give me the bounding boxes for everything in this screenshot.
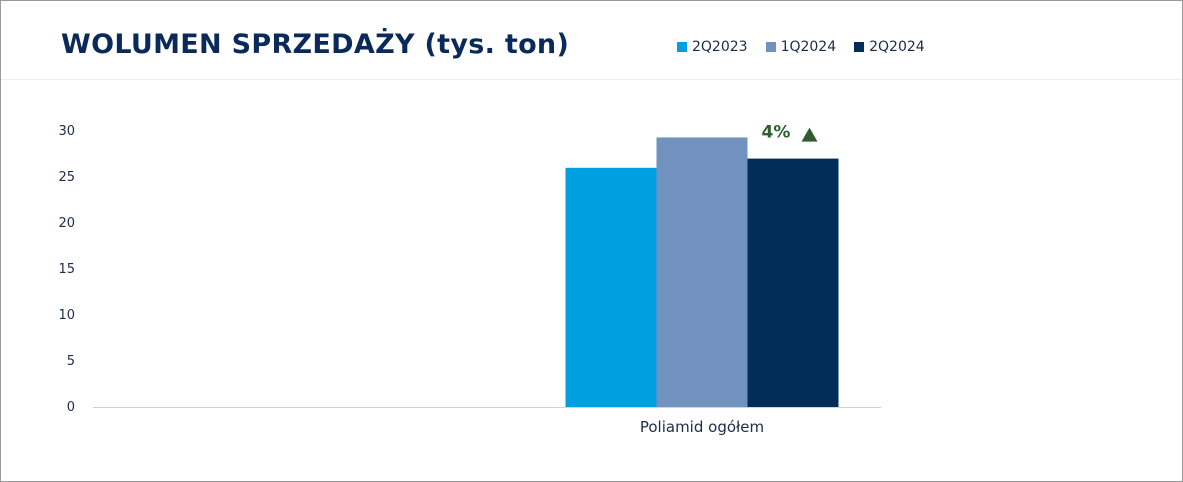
legend-label: 2Q2024: [869, 39, 925, 55]
bar-2q2023: [565, 167, 657, 407]
legend-swatch: [677, 42, 687, 52]
legend-swatch: [854, 42, 865, 52]
legend-label: 2Q2023: [692, 39, 748, 55]
bar-group: [565, 137, 839, 407]
chart-title: WOLUMEN SPRZEDAŻY (tys. ton): [61, 29, 570, 60]
y-tick-label: 25: [58, 170, 75, 185]
annotation-label: 4%: [762, 123, 791, 143]
y-tick-label: 20: [58, 216, 75, 231]
y-tick-label: 30: [58, 124, 75, 139]
bar-1q2024: [656, 137, 748, 407]
bar-2q2024: [747, 158, 839, 407]
y-axis: 0 5 10 15 20 25 30: [58, 124, 75, 415]
title-divider: [1, 79, 1182, 80]
legend-item-1q2024: 1Q2024: [765, 39, 837, 55]
x-category-label: Poliamid ogółem: [640, 418, 764, 436]
y-tick-label: 10: [58, 308, 75, 323]
y-tick-label: 0: [67, 400, 75, 415]
legend-item-2q2023: 2Q2023: [677, 39, 748, 55]
y-tick-label: 15: [58, 262, 75, 277]
chart-legend: 2Q2023 1Q2024 2Q2024: [677, 39, 925, 55]
triangle-up-icon: [801, 127, 818, 142]
annotation: 4%: [762, 123, 818, 143]
legend-item-2q2024: 2Q2024: [854, 39, 925, 55]
legend-label: 1Q2024: [780, 39, 837, 55]
legend-swatch: [765, 42, 776, 52]
y-tick-label: 5: [67, 354, 75, 369]
x-axis: Poliamid ogółem: [640, 418, 764, 436]
